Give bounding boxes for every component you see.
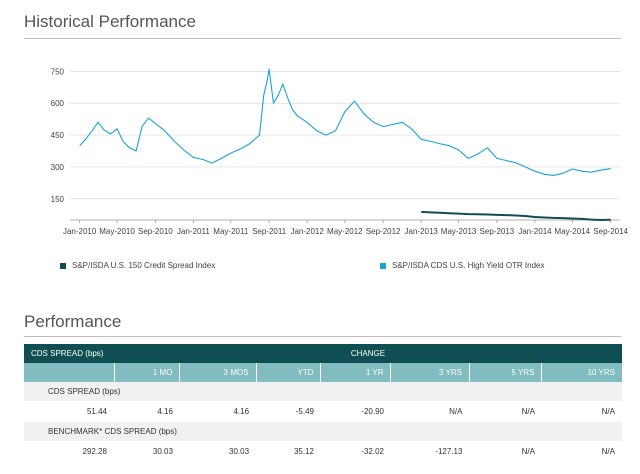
legend-label-series2: S&P/ISDA CDS U.S. High Yield OTR Index [392, 261, 545, 270]
y-tick-label: 150 [51, 195, 65, 204]
header-change: CHANGE [114, 344, 622, 363]
column-header-blank [24, 363, 114, 382]
table-cell: 30.03 [229, 447, 250, 456]
table-cell: N/A [521, 447, 535, 456]
legend-swatch-series1 [60, 262, 66, 269]
x-tick-label: Sep-2013 [480, 227, 515, 236]
column-header-5yrs: 5 YRS [468, 363, 542, 382]
x-tick-label: Jan-2013 [405, 227, 439, 236]
legend-item-series1: S&P/ISDA U.S. 150 Credit Spread Index [60, 261, 215, 270]
table-cell: N/A [601, 447, 615, 456]
x-tick-label: Jan-2012 [290, 227, 324, 236]
legend-item-series2: S&P/ISDA CDS U.S. High Yield OTR Index [380, 261, 545, 270]
table-cell: 292.28 [82, 447, 107, 456]
table-cell: -5.49 [295, 407, 314, 416]
table-cell: -127.13 [435, 447, 463, 456]
table-cell: N/A [521, 407, 535, 416]
x-tick-label: Sep-2012 [366, 227, 401, 236]
column-header-3yrs: 3 YRS [390, 363, 470, 382]
x-tick-label: Jan-2014 [518, 227, 552, 236]
header-cds-spread: CDS SPREAD (bps) [24, 344, 114, 363]
x-tick-label: Sep-2014 [593, 227, 628, 236]
x-tick-label: May-2014 [555, 227, 591, 236]
table-header-row: CDS SPREAD (bps) CHANGE [24, 344, 622, 363]
legend-swatch-series2 [380, 262, 386, 269]
column-header-1mo: 1 MO [113, 363, 180, 382]
x-tick-label: Sep-2010 [138, 227, 173, 236]
table-cell: 4.16 [157, 407, 173, 416]
y-tick-label: 450 [51, 131, 65, 140]
performance-title: Performance [24, 312, 122, 331]
x-tick-label: May-2011 [213, 227, 249, 236]
series-line-2 [79, 68, 611, 176]
table-cell: -20.90 [361, 407, 384, 416]
table-row: 51.44 4.16 4.16 -5.49 -20.90 N/A N/A N/A [24, 401, 622, 422]
column-header-1yr: 1 YR [320, 363, 391, 382]
section-divider [24, 38, 621, 39]
series-line-1 [421, 210, 611, 221]
table-cell: N/A [449, 407, 463, 416]
table-cell: 35.12 [293, 447, 314, 456]
section-divider [24, 336, 621, 337]
x-tick-label: Sep-2011 [252, 227, 287, 236]
table-row: CDS SPREAD (bps) [24, 382, 622, 401]
x-tick-label: Jan-2011 [177, 227, 210, 236]
column-header-10yrs: 10 YRS [541, 363, 622, 382]
column-header-3mos: 3 MOS [179, 363, 257, 382]
x-tick-label: May-2010 [99, 227, 135, 236]
table-column-header-row: 1 MO 3 MOS YTD 1 YR 3 YRS 5 YRS 10 YRS [24, 363, 622, 382]
historical-performance-title: Historical Performance [24, 12, 196, 31]
row-label: BENCHMARK* CDS SPREAD (bps) [24, 422, 622, 441]
y-tick-label: 750 [51, 67, 65, 76]
table-cell: -32.02 [361, 447, 384, 456]
legend-label-series1: S&P/ISDA U.S. 150 Credit Spread Index [72, 261, 216, 270]
row-label: CDS SPREAD (bps) [24, 382, 622, 401]
table-cell: 4.16 [233, 407, 250, 416]
y-tick-label: 600 [51, 99, 65, 108]
y-tick-label: 300 [51, 163, 65, 172]
line-chart: 150 300 450 600 750 Jan-2010 May-2010 Sep-2010 J… [51, 67, 629, 236]
table-cell: 51.44 [86, 407, 107, 416]
table-cell: N/A [601, 407, 615, 416]
table-row: 292.28 30.03 30.03 35.12 -32.02 -127.13 … [24, 441, 622, 462]
performance-table: CDS SPREAD (bps) CHANGE 1 MO 3 MOS YTD 1… [24, 344, 622, 462]
x-tick-label: May-2013 [441, 227, 477, 236]
x-tick-label: Jan-2010 [63, 227, 97, 236]
table-cell: 30.03 [152, 447, 173, 456]
table-row: BENCHMARK* CDS SPREAD (bps) [24, 422, 622, 441]
column-header-ytd: YTD [255, 363, 321, 382]
x-tick-label: May-2012 [327, 227, 363, 236]
